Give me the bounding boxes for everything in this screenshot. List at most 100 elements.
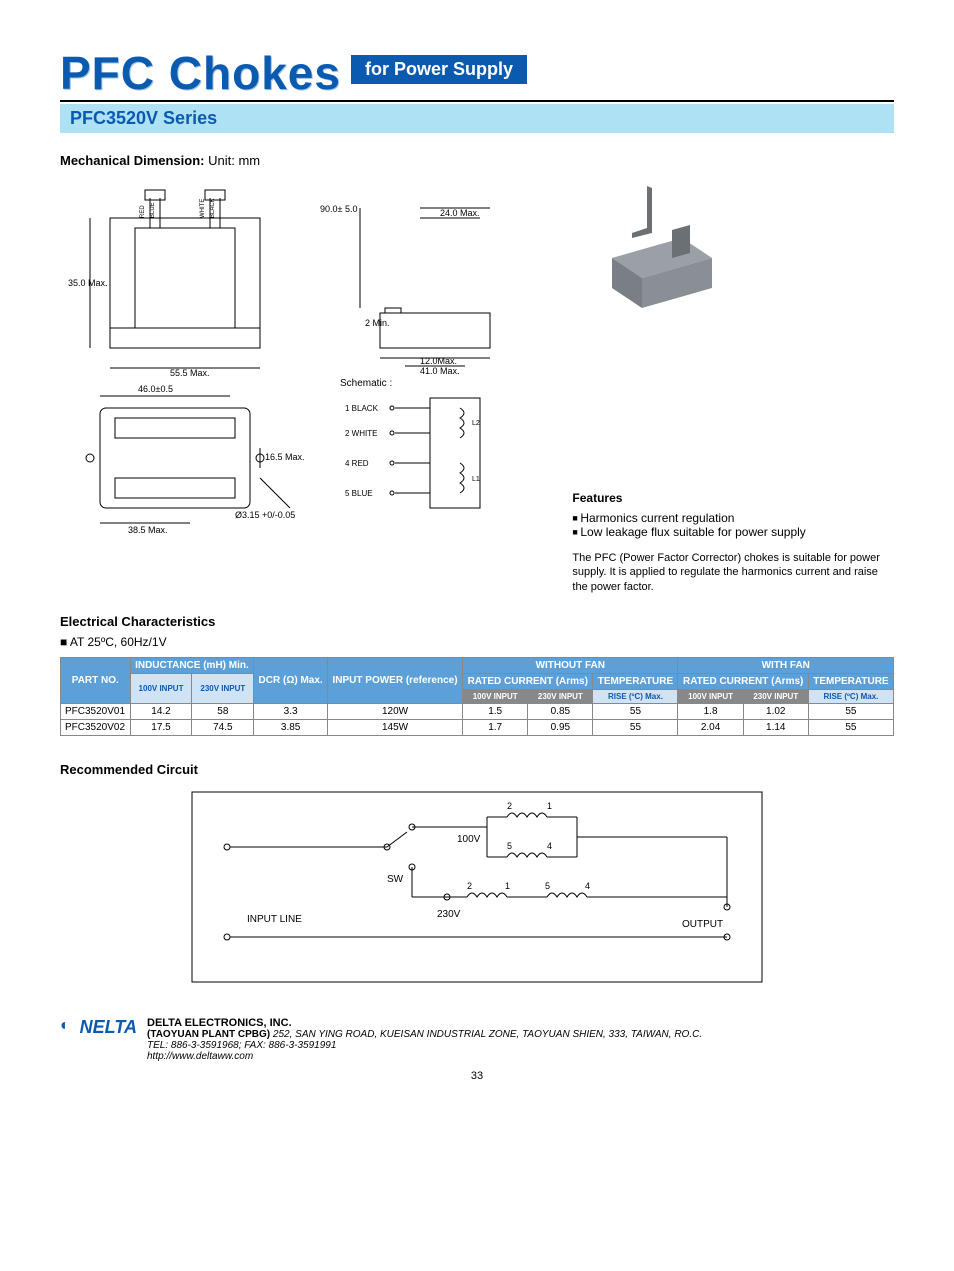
features-col: Features Harmonics current regulation Lo… bbox=[572, 178, 894, 594]
elec-heading: Electrical Characteristics bbox=[60, 614, 894, 629]
col-temp-wf: TEMPERATURE bbox=[808, 673, 893, 689]
col-ind230: 230V INPUT bbox=[192, 673, 254, 703]
circuit-diagram: 100V SW INPUT LINE 230V OUTPUT 2 1 5 4 2… bbox=[187, 787, 767, 987]
col-wf-rise: RISE (ºC) Max. bbox=[808, 689, 893, 703]
company-tel: TEL: 886-3-3591968; FAX: 886-3-3591991 bbox=[147, 1040, 336, 1051]
label-230v: 230V bbox=[437, 909, 461, 920]
dim-41: 41.0 Max. bbox=[420, 366, 460, 376]
circuit-wrap: 100V SW INPUT LINE 230V OUTPUT 2 1 5 4 2… bbox=[60, 787, 894, 987]
col-inductance: INDUCTANCE (mH) Min. bbox=[130, 657, 254, 673]
cell: 1.14 bbox=[743, 719, 808, 735]
spec-header-row-1: PART NO. INDUCTANCE (mH) Min. DCR (Ω) Ma… bbox=[61, 657, 894, 673]
feature-item: Harmonics current regulation bbox=[572, 511, 894, 525]
mech-bottom-row: 46.0±0.5 16.5 Max. Ø3.15 +0/-0.05 38.5 M… bbox=[60, 378, 542, 548]
col-without-fan: WITHOUT FAN bbox=[463, 657, 678, 673]
col-nf100: 100V INPUT bbox=[463, 689, 528, 703]
cell-part: PFC3520V01 bbox=[61, 703, 131, 719]
mech-unit: Unit: mm bbox=[208, 153, 260, 168]
pin-2: 2 WHITE bbox=[345, 429, 377, 438]
dim-165: 16.5 Max. bbox=[265, 452, 305, 462]
pin-1: 1 BLACK bbox=[345, 404, 379, 413]
label-output: OUTPUT bbox=[682, 919, 723, 930]
cell: 0.95 bbox=[528, 719, 593, 735]
cell: 14.2 bbox=[130, 703, 192, 719]
cell: 120W bbox=[327, 703, 462, 719]
label-input-line: INPUT LINE bbox=[247, 914, 302, 925]
coil-l1: L1 bbox=[472, 476, 480, 483]
dim-55: 55.5 Max. bbox=[170, 368, 210, 378]
col-wf230: 230V INPUT bbox=[743, 689, 808, 703]
top-view-diagram: 46.0±0.5 16.5 Max. Ø3.15 +0/-0.05 38.5 M… bbox=[60, 378, 310, 548]
logo-text: NELTA bbox=[80, 1017, 137, 1038]
elec-cond: ■ AT 25ºC, 60Hz/1V bbox=[60, 635, 894, 649]
col-rated-nf: RATED CURRENT (Arms) bbox=[463, 673, 593, 689]
wire-red: RED bbox=[140, 205, 146, 218]
mech-diagrams: 35.0 Max. 55.5 Max. RED BLUE WHITE BLACK bbox=[60, 178, 542, 594]
table-row: PFC3520V02 17.5 74.5 3.85 145W 1.7 0.95 … bbox=[61, 719, 894, 735]
company-url: http://www.deltaww.com bbox=[147, 1051, 253, 1062]
cell: 58 bbox=[192, 703, 254, 719]
features-desc: The PFC (Power Factor Corrector) chokes … bbox=[572, 551, 894, 594]
dim-46: 46.0±0.5 bbox=[138, 384, 173, 394]
plant-label: (TAOYUAN PLANT CPBG) bbox=[147, 1029, 270, 1040]
pin-top-1: 1 bbox=[547, 801, 552, 811]
cell: 1.7 bbox=[463, 719, 528, 735]
wire-blue: BLUE bbox=[150, 202, 156, 218]
dim-90: 90.0± 5.0 bbox=[320, 204, 357, 214]
pin-bot-5: 5 bbox=[545, 881, 550, 891]
mech-heading: Mechanical Dimension: Unit: mm bbox=[60, 153, 894, 168]
header-title-row: PFC Chokes for Power Supply bbox=[60, 50, 894, 96]
col-dcr: DCR (Ω) Max. bbox=[254, 657, 328, 703]
dim-35: 35.0 Max. bbox=[68, 278, 108, 288]
cell: 74.5 bbox=[192, 719, 254, 735]
cell: 1.5 bbox=[463, 703, 528, 719]
col-power: INPUT POWER (reference) bbox=[327, 657, 462, 703]
wire-black: BLACK bbox=[210, 198, 216, 218]
cell: 55 bbox=[808, 703, 893, 719]
cell: 3.3 bbox=[254, 703, 328, 719]
title-badge: for Power Supply bbox=[351, 55, 527, 84]
schematic-block: Schematic : 1 BLACK 2 WHITE 4 RED 5 BL bbox=[340, 378, 500, 548]
schematic-diagram: 1 BLACK 2 WHITE 4 RED 5 BLUE L2 L1 bbox=[340, 393, 500, 513]
col-partno: PART NO. bbox=[61, 657, 131, 703]
cell: 1.02 bbox=[743, 703, 808, 719]
col-nf230: 230V INPUT bbox=[528, 689, 593, 703]
coil-l2: L2 bbox=[472, 420, 480, 427]
dim-12: 12.0Max. bbox=[420, 356, 457, 366]
circuit-heading: Recommended Circuit bbox=[60, 762, 894, 777]
label-sw: SW bbox=[387, 874, 404, 885]
side-view-diagram: 90.0± 5.0 24.0 Max. 2 Min. 12.0Max. 41.0… bbox=[320, 178, 520, 378]
pin-bot-2: 2 bbox=[467, 881, 472, 891]
table-row: PFC3520V01 14.2 58 3.3 120W 1.5 0.85 55 … bbox=[61, 703, 894, 719]
schematic-title: Schematic : bbox=[340, 378, 500, 389]
cell: 145W bbox=[327, 719, 462, 735]
cell: 1.8 bbox=[678, 703, 743, 719]
col-rated-wf: RATED CURRENT (Arms) bbox=[678, 673, 808, 689]
page-number: 33 bbox=[60, 1070, 894, 1082]
cell: 55 bbox=[808, 719, 893, 735]
header-rule bbox=[60, 100, 894, 102]
cell: 2.04 bbox=[678, 719, 743, 735]
series-bar: PFC3520V Series bbox=[60, 104, 894, 133]
cell: 0.85 bbox=[528, 703, 593, 719]
dim-385: 38.5 Max. bbox=[128, 525, 168, 535]
mech-heading-label: Mechanical Dimension: bbox=[60, 153, 204, 168]
pin-bot-4: 4 bbox=[585, 881, 590, 891]
feature-item: Low leakage flux suitable for power supp… bbox=[572, 525, 894, 539]
col-wf100: 100V INPUT bbox=[678, 689, 743, 703]
features-heading: Features bbox=[572, 491, 894, 505]
features-list: Harmonics current regulation Low leakage… bbox=[572, 511, 894, 539]
col-temp-nf: TEMPERATURE bbox=[593, 673, 678, 689]
pin-5: 5 BLUE bbox=[345, 489, 373, 498]
spec-header-row-2: 100V INPUT 230V INPUT RATED CURRENT (Arm… bbox=[61, 673, 894, 689]
product-render bbox=[572, 178, 732, 328]
col-ind100: 100V INPUT bbox=[130, 673, 192, 703]
dim-24: 24.0 Max. bbox=[440, 208, 480, 218]
pin-bot-1: 1 bbox=[505, 881, 510, 891]
label-100v: 100V bbox=[457, 834, 481, 845]
col-with-fan: WITH FAN bbox=[678, 657, 894, 673]
pin-mid-4: 4 bbox=[547, 841, 552, 851]
cell-part: PFC3520V02 bbox=[61, 719, 131, 735]
front-view-diagram: 35.0 Max. 55.5 Max. RED BLUE WHITE BLACK bbox=[60, 178, 290, 378]
company-addr: 252, SAN YING ROAD, KUEISAN INDUSTRIAL Z… bbox=[273, 1029, 702, 1040]
